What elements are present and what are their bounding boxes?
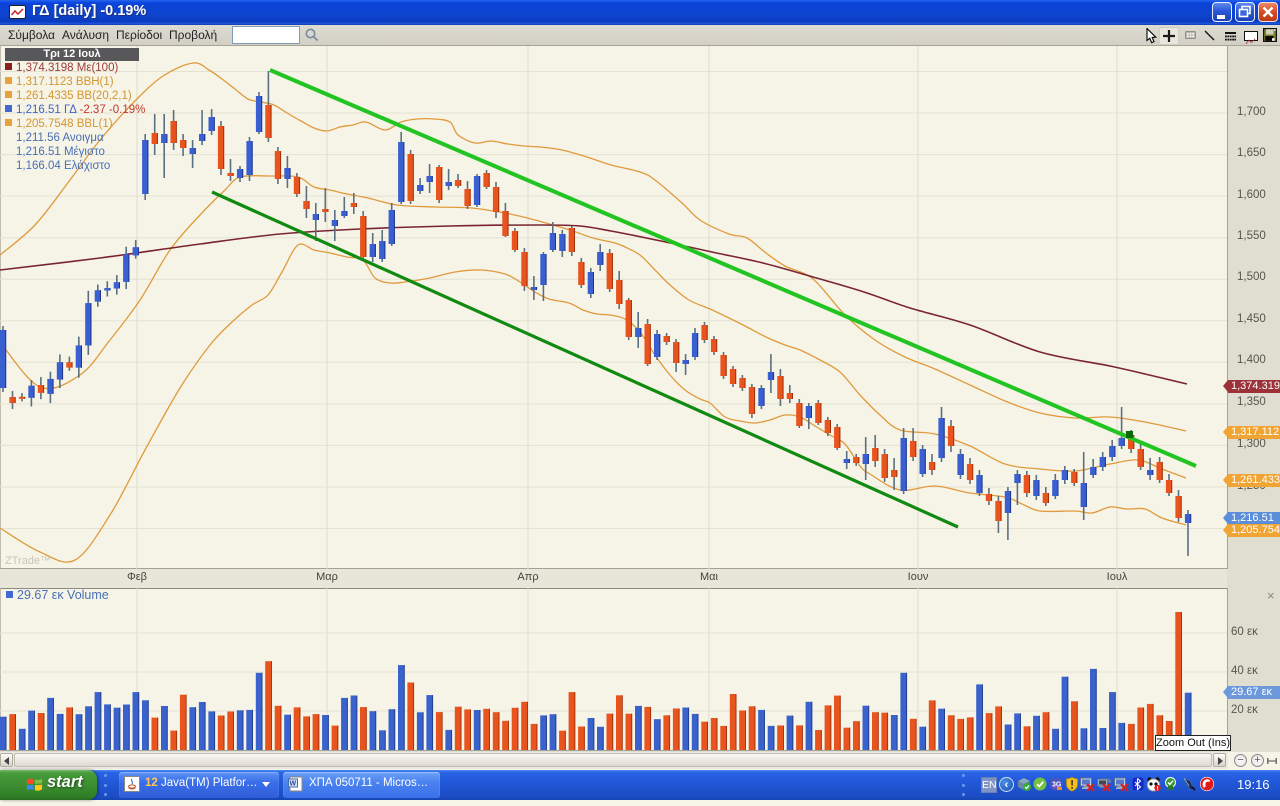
svg-text:W: W <box>290 781 297 788</box>
svg-text:3G: 3G <box>1052 782 1062 789</box>
